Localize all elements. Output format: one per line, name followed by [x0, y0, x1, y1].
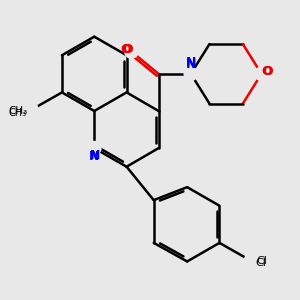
Text: O: O [122, 43, 133, 56]
Text: Cl: Cl [256, 256, 268, 266]
Text: N: N [90, 149, 100, 162]
Circle shape [88, 142, 101, 155]
Circle shape [20, 102, 38, 120]
Circle shape [255, 67, 268, 80]
Circle shape [184, 67, 198, 80]
Text: O: O [121, 43, 131, 56]
Text: O: O [262, 65, 272, 79]
Text: CH₃: CH₃ [8, 106, 27, 116]
Text: N: N [186, 56, 196, 69]
Text: N: N [186, 58, 196, 71]
Circle shape [125, 45, 138, 58]
Text: Cl: Cl [255, 258, 266, 268]
Circle shape [244, 253, 260, 270]
Text: O: O [263, 65, 274, 79]
Text: N: N [89, 150, 100, 163]
Text: CH₃: CH₃ [8, 108, 26, 118]
